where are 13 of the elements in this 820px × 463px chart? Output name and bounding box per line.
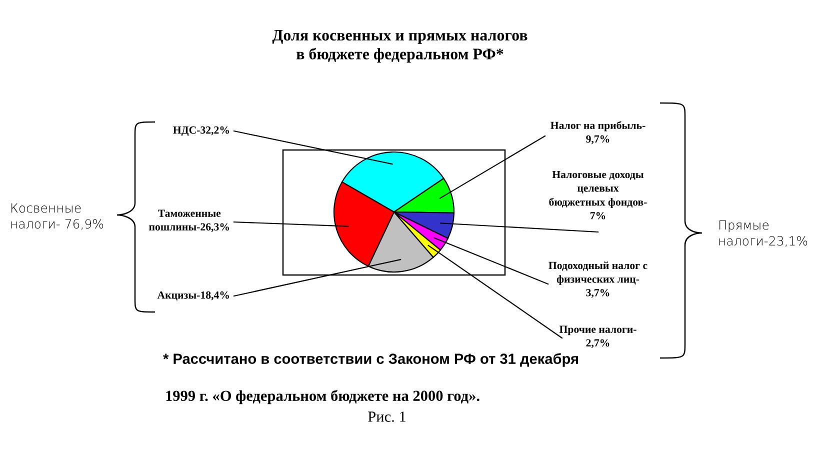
slice-label: Прочие налоги- 2,7%: [559, 326, 636, 348]
chart-title: Доля косвенных и прямых налогов в бюджете федеральном РФ*: [272, 30, 528, 63]
slice-label: Акцизы-18,4%: [157, 291, 229, 300]
text: Прямые налоги-23,1%: [719, 220, 808, 247]
text: Косвенные налоги- 76,9%: [11, 203, 104, 230]
slice-label: Налоговые доходы целевых бюджетных фондов- 7%: [549, 170, 647, 220]
slice-label: Налог на прибыль- 9,7%: [550, 121, 646, 144]
text: 1999 г. «О федеральном бюджете на 2000 год».: [166, 390, 480, 404]
slice-label: Таможенные пошлины-26,3%: [149, 210, 229, 232]
text: Рис. 1: [368, 412, 406, 422]
slice-label: Подоходный налог с физических лиц- 3,7%: [548, 262, 648, 298]
slice-label: НДС-32,2%: [173, 126, 229, 136]
text: * Рассчитано в соответствии с Законом РФ от 31 декабря: [163, 353, 578, 367]
